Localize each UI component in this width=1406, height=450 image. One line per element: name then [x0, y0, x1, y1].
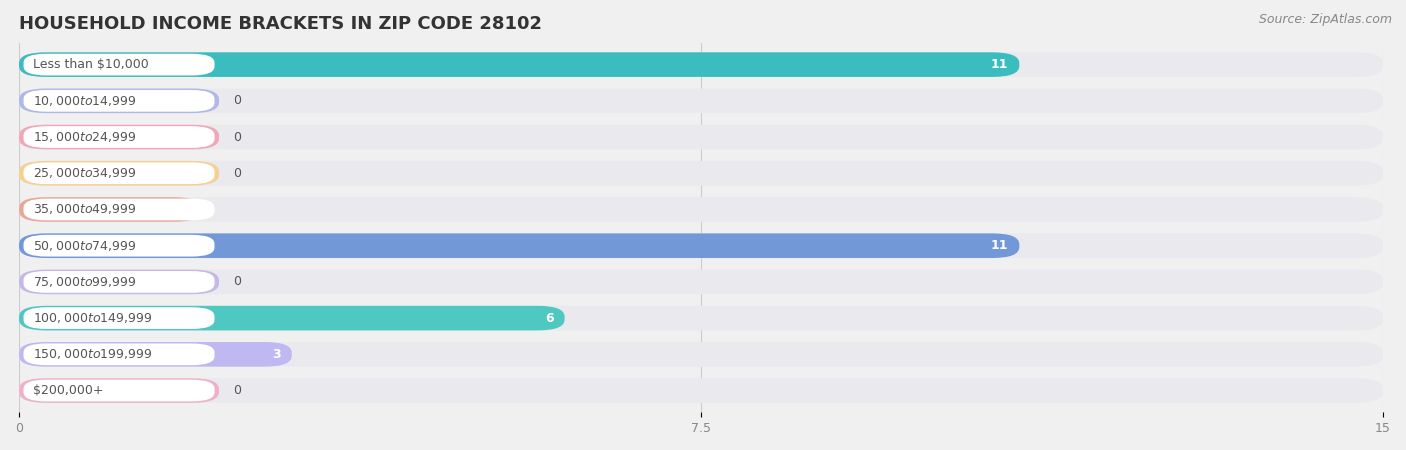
Text: 0: 0: [233, 275, 240, 288]
FancyBboxPatch shape: [24, 307, 215, 329]
Text: 11: 11: [991, 58, 1008, 71]
FancyBboxPatch shape: [20, 52, 1384, 77]
FancyBboxPatch shape: [20, 197, 201, 222]
FancyBboxPatch shape: [24, 380, 215, 401]
Text: $75,000 to $99,999: $75,000 to $99,999: [32, 275, 136, 289]
FancyBboxPatch shape: [20, 342, 1384, 367]
Text: 0: 0: [233, 167, 240, 180]
FancyBboxPatch shape: [20, 197, 1384, 222]
FancyBboxPatch shape: [20, 336, 1384, 373]
Text: 0: 0: [233, 384, 240, 397]
Text: Source: ZipAtlas.com: Source: ZipAtlas.com: [1258, 14, 1392, 27]
FancyBboxPatch shape: [20, 264, 1384, 300]
FancyBboxPatch shape: [20, 191, 1384, 228]
FancyBboxPatch shape: [24, 235, 215, 256]
FancyBboxPatch shape: [20, 161, 219, 185]
Text: 0: 0: [233, 94, 240, 108]
Text: $35,000 to $49,999: $35,000 to $49,999: [32, 202, 136, 216]
FancyBboxPatch shape: [20, 89, 1384, 113]
FancyBboxPatch shape: [24, 90, 215, 112]
FancyBboxPatch shape: [20, 300, 1384, 336]
FancyBboxPatch shape: [20, 83, 1384, 119]
FancyBboxPatch shape: [20, 161, 1384, 185]
Text: 6: 6: [546, 311, 554, 324]
Text: 0: 0: [233, 130, 240, 144]
Text: 3: 3: [273, 348, 281, 361]
FancyBboxPatch shape: [20, 52, 1019, 77]
FancyBboxPatch shape: [20, 342, 292, 367]
FancyBboxPatch shape: [20, 89, 219, 113]
Text: $25,000 to $34,999: $25,000 to $34,999: [32, 166, 136, 180]
FancyBboxPatch shape: [20, 378, 219, 403]
FancyBboxPatch shape: [24, 54, 215, 76]
Text: $15,000 to $24,999: $15,000 to $24,999: [32, 130, 136, 144]
Text: $100,000 to $149,999: $100,000 to $149,999: [32, 311, 152, 325]
FancyBboxPatch shape: [20, 234, 1384, 258]
Text: $150,000 to $199,999: $150,000 to $199,999: [32, 347, 152, 361]
Text: $200,000+: $200,000+: [32, 384, 103, 397]
FancyBboxPatch shape: [20, 373, 1384, 409]
FancyBboxPatch shape: [20, 234, 1019, 258]
FancyBboxPatch shape: [20, 125, 219, 149]
FancyBboxPatch shape: [24, 343, 215, 365]
FancyBboxPatch shape: [20, 46, 1384, 83]
FancyBboxPatch shape: [24, 271, 215, 293]
Text: Less than $10,000: Less than $10,000: [32, 58, 149, 71]
FancyBboxPatch shape: [20, 125, 1384, 149]
FancyBboxPatch shape: [20, 306, 1384, 330]
FancyBboxPatch shape: [24, 198, 215, 220]
Text: 11: 11: [991, 239, 1008, 252]
FancyBboxPatch shape: [20, 155, 1384, 191]
FancyBboxPatch shape: [20, 306, 565, 330]
FancyBboxPatch shape: [20, 119, 1384, 155]
Text: $10,000 to $14,999: $10,000 to $14,999: [32, 94, 136, 108]
Text: 2: 2: [181, 203, 190, 216]
FancyBboxPatch shape: [24, 162, 215, 184]
FancyBboxPatch shape: [20, 378, 1384, 403]
Text: HOUSEHOLD INCOME BRACKETS IN ZIP CODE 28102: HOUSEHOLD INCOME BRACKETS IN ZIP CODE 28…: [20, 15, 541, 33]
FancyBboxPatch shape: [20, 270, 1384, 294]
FancyBboxPatch shape: [20, 228, 1384, 264]
FancyBboxPatch shape: [20, 270, 219, 294]
FancyBboxPatch shape: [24, 126, 215, 148]
Text: $50,000 to $74,999: $50,000 to $74,999: [32, 238, 136, 253]
